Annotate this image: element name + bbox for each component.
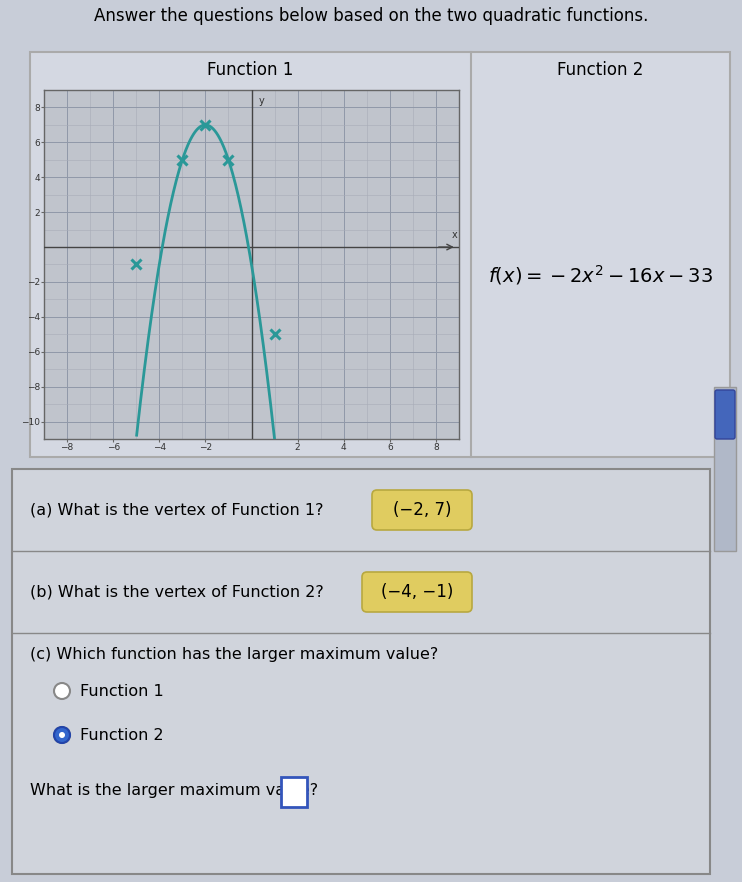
FancyBboxPatch shape (30, 52, 730, 457)
FancyBboxPatch shape (281, 777, 307, 807)
Text: (c) Which function has the larger maximum value?: (c) Which function has the larger maximu… (30, 647, 439, 662)
Text: y: y (258, 96, 264, 106)
Circle shape (59, 732, 65, 738)
Text: x: x (452, 230, 458, 240)
Text: (b) What is the vertex of Function 2?: (b) What is the vertex of Function 2? (30, 585, 324, 600)
Text: Answer the questions below based on the two quadratic functions.: Answer the questions below based on the … (93, 7, 649, 25)
FancyBboxPatch shape (12, 469, 710, 874)
Text: Function 1: Function 1 (207, 61, 294, 79)
Text: Function 1: Function 1 (80, 684, 164, 699)
FancyBboxPatch shape (362, 572, 472, 612)
Text: (−4, −1): (−4, −1) (381, 583, 453, 601)
FancyBboxPatch shape (715, 390, 735, 439)
Text: Function 2: Function 2 (557, 61, 644, 79)
Text: $f(x)=-2x^2-16x-33$: $f(x)=-2x^2-16x-33$ (488, 263, 713, 287)
Circle shape (54, 727, 70, 743)
Text: What is the larger maximum value?: What is the larger maximum value? (30, 783, 318, 798)
Circle shape (54, 683, 70, 699)
Text: (a) What is the vertex of Function 1?: (a) What is the vertex of Function 1? (30, 503, 324, 518)
Circle shape (54, 727, 70, 743)
FancyBboxPatch shape (714, 387, 736, 551)
Text: Function 2: Function 2 (80, 728, 164, 743)
FancyBboxPatch shape (372, 490, 472, 530)
Text: (−2, 7): (−2, 7) (393, 501, 451, 519)
